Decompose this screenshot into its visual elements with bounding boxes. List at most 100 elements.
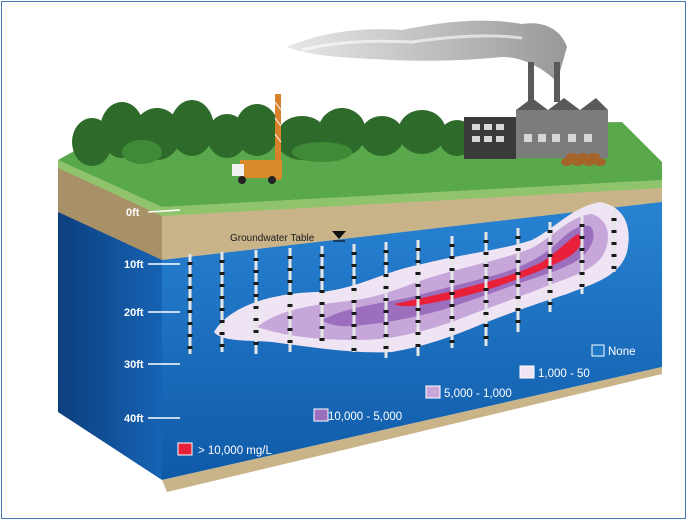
- well-sample-point: [547, 278, 553, 281]
- water-table-triangle-icon: [332, 231, 346, 239]
- depth-label-40ft: 40ft: [124, 413, 144, 425]
- well-sample-point: [187, 274, 193, 277]
- well-sample-point: [351, 348, 357, 351]
- well-sample-point: [449, 340, 455, 343]
- well-sample-point: [351, 252, 357, 255]
- well-sample-point: [415, 308, 421, 311]
- well-sample-point: [515, 260, 521, 263]
- well-sample-point: [415, 320, 421, 323]
- well-sample-point: [483, 264, 489, 267]
- well-sample-point: [287, 316, 293, 319]
- well-sample-point: [515, 272, 521, 275]
- well-sample-point: [515, 284, 521, 287]
- well-sample-point: [351, 264, 357, 267]
- well-sample-point: [253, 282, 259, 285]
- drilling-rig-truck: [232, 94, 282, 184]
- well-sample-point: [287, 256, 293, 259]
- well-sample-point: [383, 274, 389, 277]
- well-sample-point: [253, 318, 259, 321]
- well-sample-point: [219, 284, 225, 287]
- well-sample-point: [547, 230, 553, 233]
- legend-swatch-none: [591, 344, 605, 357]
- well-sample-point: [611, 254, 617, 257]
- contamination-plume: [214, 202, 629, 353]
- plume-zone-10000-5000: [322, 225, 594, 327]
- legend-swatch-1000-50: [519, 365, 535, 379]
- well-sample-point: [547, 290, 553, 293]
- well-sample-point: [219, 320, 225, 323]
- well-sample-point: [187, 346, 193, 349]
- well-sample-point: [383, 286, 389, 289]
- well-sample-point: [449, 292, 455, 295]
- well-sample-point: [187, 262, 193, 265]
- well-sample-point: [319, 326, 325, 329]
- well-sample-point: [515, 308, 521, 311]
- well-sample-point: [547, 302, 553, 305]
- well-sample-point: [351, 324, 357, 327]
- depth-label-30ft: 30ft: [124, 359, 144, 371]
- well-sample-point: [483, 312, 489, 315]
- well-sample-point: [547, 242, 553, 245]
- legend-item-1000-50: 1,000 - 50: [519, 365, 590, 380]
- well-sample-point: [287, 340, 293, 343]
- well-sample-point: [287, 304, 293, 307]
- well-sample-point: [483, 276, 489, 279]
- well-sample-point: [611, 218, 617, 221]
- plume-zone-5000-1000: [257, 214, 608, 340]
- well-sample-point: [187, 310, 193, 313]
- well-sample-point: [253, 342, 259, 345]
- well-sample-point: [351, 288, 357, 291]
- well-sample-point: [219, 296, 225, 299]
- well-sample-point: [253, 294, 259, 297]
- well-sample-point: [579, 236, 585, 239]
- monitoring-wells: [187, 210, 617, 358]
- legend-label-5000-1000: 5,000 - 1,000: [444, 388, 512, 400]
- legend-swatch-5000-1000: [425, 385, 441, 399]
- groundwater-table-label: Groundwater Table: [230, 233, 315, 244]
- legend-label-1000-50: 1,000 - 50: [538, 368, 590, 380]
- well-sample-point: [415, 272, 421, 275]
- well-sample-point: [383, 250, 389, 253]
- well-sample-point: [611, 242, 617, 245]
- legend-item-none: None: [591, 344, 636, 358]
- well-sample-point: [611, 266, 617, 269]
- well-sample-point: [383, 298, 389, 301]
- well-sample-point: [351, 300, 357, 303]
- legend-item-10000-5000: 10,000 - 5,000: [313, 408, 402, 423]
- well-sample-point: [253, 330, 259, 333]
- well-sample-point: [253, 258, 259, 261]
- well-sample-point: [219, 272, 225, 275]
- depth-scale: 0ft 10ft 20ft 30ft 40ft: [124, 207, 181, 425]
- well-sample-point: [611, 230, 617, 233]
- well-sample-point: [579, 248, 585, 251]
- well-sample-point: [515, 320, 521, 323]
- well-sample-point: [547, 254, 553, 257]
- well-sample-point: [415, 332, 421, 335]
- depth-label-0ft: 0ft: [126, 207, 140, 219]
- well-sample-point: [579, 260, 585, 263]
- well-sample-point: [449, 244, 455, 247]
- well-sample-point: [351, 336, 357, 339]
- well-sample-point: [383, 262, 389, 265]
- well-sample-point: [515, 248, 521, 251]
- well-sample-point: [383, 310, 389, 313]
- smoke-plume: [287, 20, 567, 83]
- well-sample-point: [219, 260, 225, 263]
- well-sample-point: [415, 284, 421, 287]
- well-sample-point: [579, 224, 585, 227]
- legend: > 10,000 mg/L 10,000 - 5,000 5,000 - 1,0…: [177, 344, 636, 457]
- depth-label-20ft: 20ft: [124, 307, 144, 319]
- well-sample-point: [483, 288, 489, 291]
- well-sample-point: [415, 260, 421, 263]
- well-sample-point: [253, 306, 259, 309]
- factory-building: [464, 62, 608, 166]
- legend-item-over-10000: > 10,000 mg/L: [177, 442, 272, 457]
- block-left-face: [58, 160, 162, 480]
- well-sample-point: [483, 336, 489, 339]
- legend-label-10000-5000: 10,000 - 5,000: [328, 411, 402, 423]
- well-sample-point: [319, 302, 325, 305]
- well-sample-point: [319, 278, 325, 281]
- well-sample-point: [415, 248, 421, 251]
